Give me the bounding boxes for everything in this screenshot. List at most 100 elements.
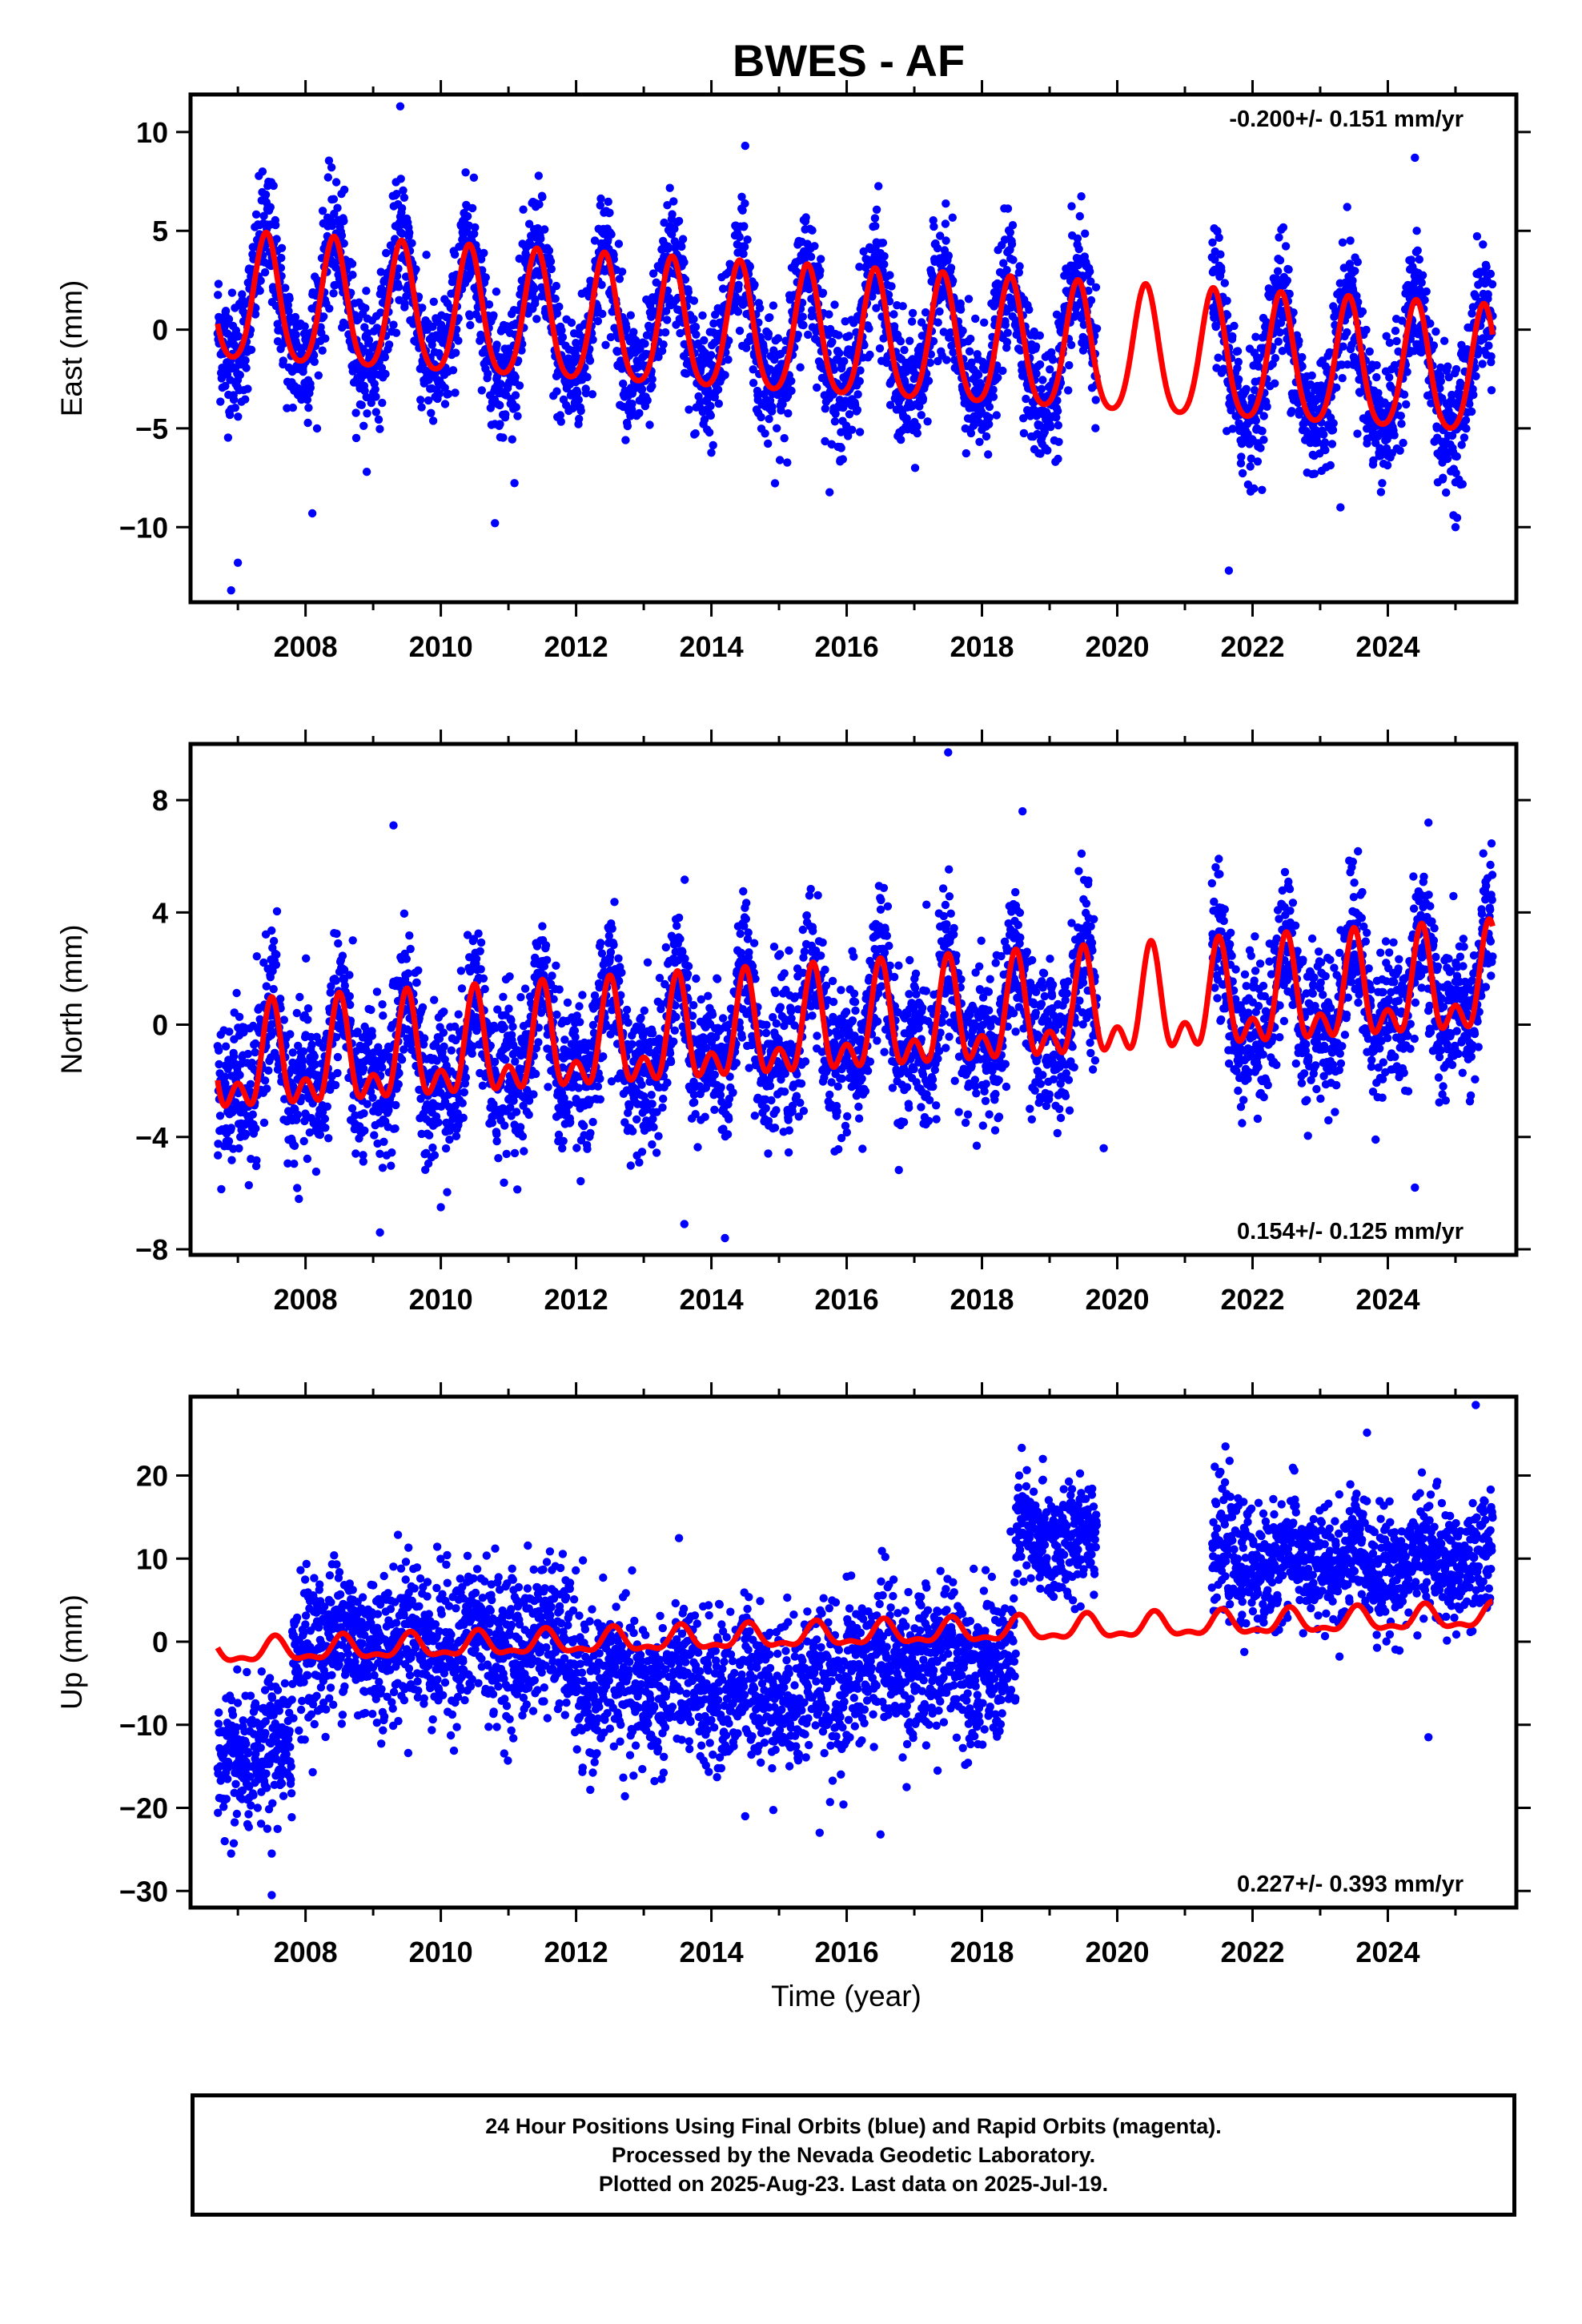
east-data-point xyxy=(1271,379,1279,388)
north-data-point xyxy=(387,1148,396,1157)
east-data-point xyxy=(1343,203,1351,211)
east-data-point xyxy=(887,282,896,291)
east-data-point xyxy=(663,316,672,324)
east-data-point xyxy=(325,304,334,313)
north-data-point xyxy=(324,1134,333,1143)
north-data-point xyxy=(320,1114,330,1124)
east-data-point xyxy=(1351,267,1359,275)
east-data-point xyxy=(689,296,699,305)
north-data-point xyxy=(397,1055,407,1064)
east-data-point xyxy=(682,369,691,378)
north-data-point xyxy=(430,1151,440,1160)
east-data-point xyxy=(583,372,592,382)
east-data-point xyxy=(309,351,319,360)
north-data-point xyxy=(363,1100,371,1108)
east-data-point xyxy=(1002,266,1011,275)
east-data-point xyxy=(691,429,700,438)
east-data-point xyxy=(1259,412,1268,420)
east-data-point xyxy=(391,328,401,337)
east-data-point xyxy=(272,235,281,243)
east-data-point xyxy=(484,369,492,378)
east-data-point xyxy=(395,283,404,292)
east-data-point xyxy=(371,408,380,416)
east-data-point xyxy=(1228,332,1237,341)
east-data-point xyxy=(1417,278,1426,287)
east-data-point xyxy=(469,173,479,182)
x-axis-label: Time (year) xyxy=(771,1980,921,2012)
east-data-point xyxy=(1273,267,1283,275)
east-data-point xyxy=(956,305,966,314)
east-data-point xyxy=(1478,360,1487,368)
east-data-point xyxy=(1215,233,1223,242)
east-data-point xyxy=(784,409,793,418)
east-data-point xyxy=(540,225,549,234)
east-data-point xyxy=(1015,262,1024,271)
east-data-point xyxy=(738,206,747,215)
east-data-point xyxy=(380,352,389,362)
north-data-point xyxy=(248,1110,257,1119)
east-data-point xyxy=(966,428,976,438)
east-data-point xyxy=(400,193,409,202)
east-data-point xyxy=(924,376,934,385)
east-data-point xyxy=(427,408,436,417)
east-data-point xyxy=(840,356,849,366)
north-data-point xyxy=(447,1046,456,1055)
east-data-point xyxy=(1338,238,1347,247)
east-data-point xyxy=(405,228,414,237)
east-data-point xyxy=(1411,153,1419,163)
east-data-point xyxy=(377,364,387,372)
east-data-point xyxy=(1214,353,1223,362)
east-data-point xyxy=(1053,407,1062,416)
east-data-point xyxy=(884,290,893,300)
east-data-point xyxy=(992,411,1002,420)
north-data-point xyxy=(359,1109,368,1118)
east-data-point xyxy=(1372,360,1381,370)
east-data-point xyxy=(1242,384,1251,393)
east-data-point xyxy=(793,331,802,340)
east-data-point xyxy=(989,385,998,394)
east-data-point xyxy=(1402,400,1411,409)
east-data-point xyxy=(622,324,631,332)
east-data-point xyxy=(799,320,808,330)
east-data-point xyxy=(787,386,796,396)
east-data-point xyxy=(1484,341,1493,350)
east-data-point xyxy=(339,216,348,226)
east-data-point xyxy=(1067,202,1076,211)
east-data-point xyxy=(749,365,757,374)
east-data-point xyxy=(735,326,745,336)
east-data-point xyxy=(327,221,336,231)
north-data-point xyxy=(348,936,357,945)
east-data-point xyxy=(321,334,330,343)
east-data-point xyxy=(288,403,297,412)
east-data-point xyxy=(725,336,733,345)
east-data-point xyxy=(1091,396,1100,404)
east-data-point xyxy=(351,433,361,443)
east-data-point xyxy=(381,369,390,379)
east-data-point xyxy=(845,332,853,340)
east-data-point xyxy=(853,405,862,415)
east-data-point xyxy=(1224,566,1234,575)
north-data-point xyxy=(244,1180,253,1190)
east-data-point xyxy=(604,197,612,207)
north-data-point xyxy=(414,966,423,975)
east-data-point xyxy=(898,302,907,311)
east-data-point xyxy=(1281,242,1291,251)
north-data-point xyxy=(252,952,261,961)
east-data-point xyxy=(668,210,677,219)
north-data-point xyxy=(331,1080,340,1090)
east-data-point xyxy=(692,330,701,339)
east-x-tick-label: 2010 xyxy=(409,630,473,663)
east-data-point xyxy=(465,312,475,320)
east-data-point xyxy=(398,229,407,238)
east-rate-annotation: -0.200+/- 0.151 mm/yr xyxy=(1229,107,1464,132)
east-x-tick-label: 2018 xyxy=(950,630,1014,663)
east-data-point xyxy=(855,376,865,386)
east-data-point xyxy=(221,307,231,316)
east-data-point xyxy=(1216,250,1225,259)
north-data-point xyxy=(400,909,409,919)
east-data-point xyxy=(878,239,888,247)
east-data-point xyxy=(707,351,716,360)
east-data-point xyxy=(681,275,690,284)
east-data-point xyxy=(513,412,522,420)
north-data-point xyxy=(290,1160,299,1168)
